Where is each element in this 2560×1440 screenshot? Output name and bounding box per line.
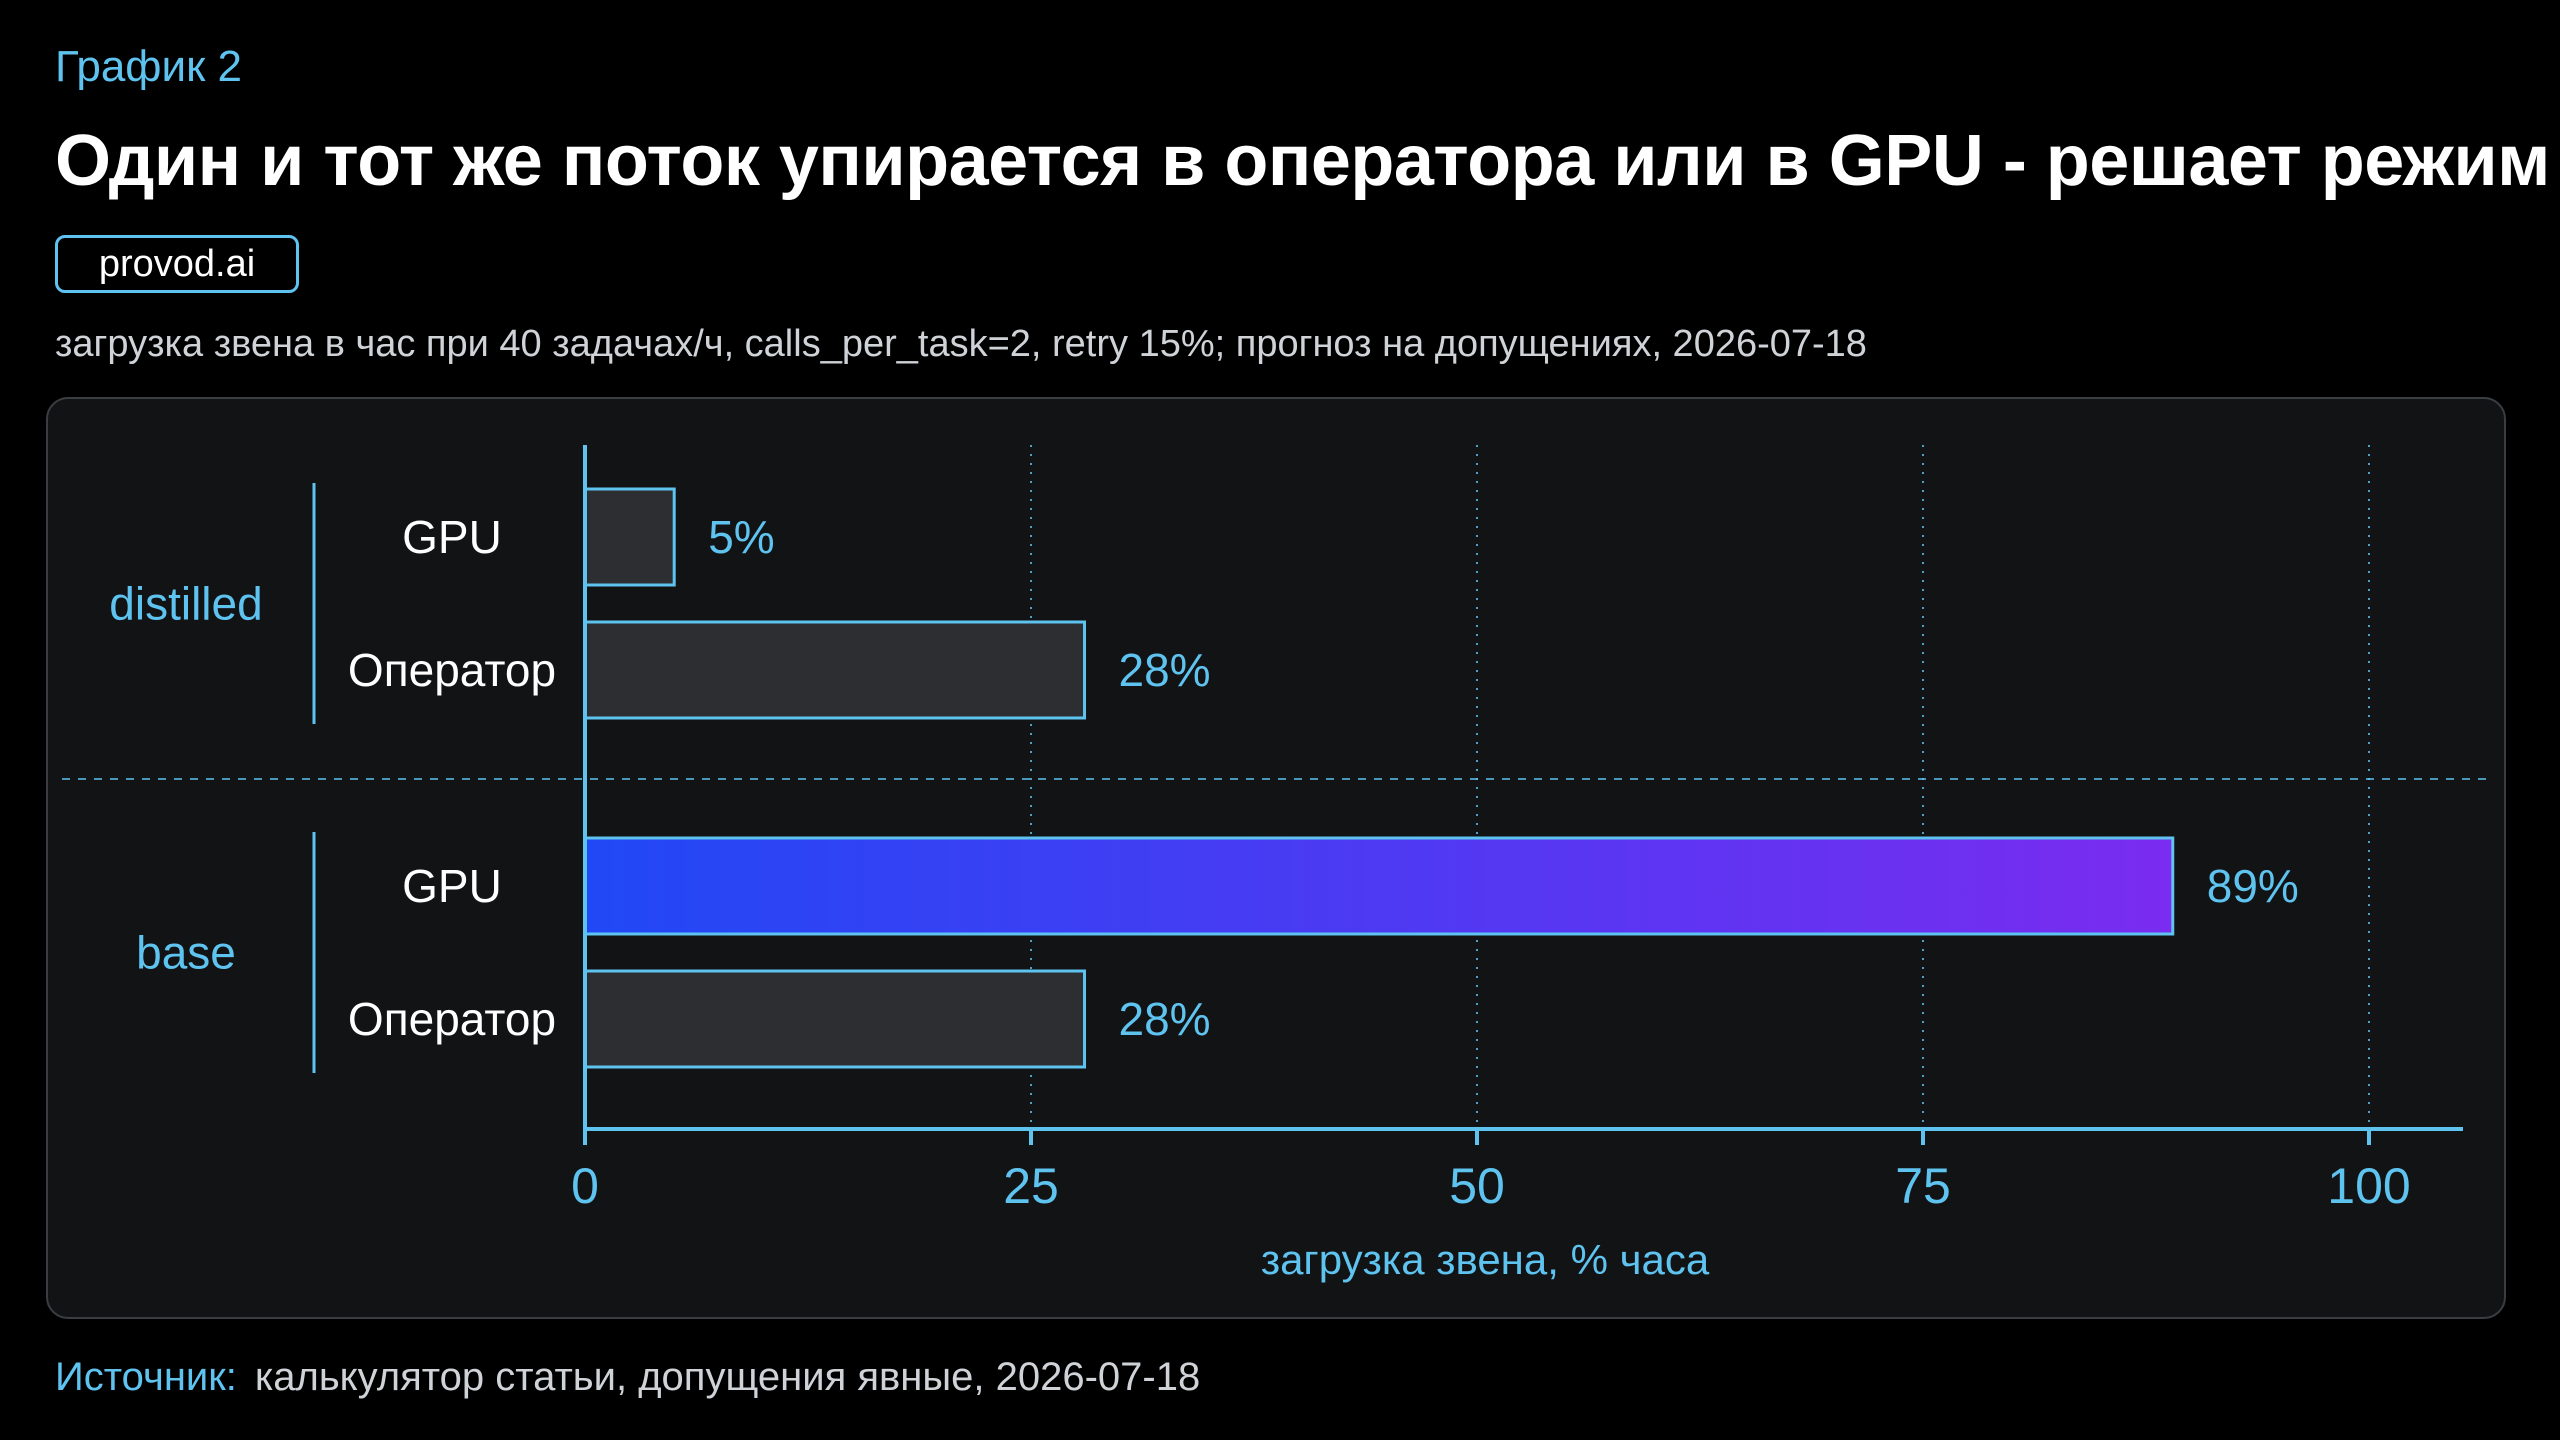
x-axis-label: загрузка звена, % часа — [1261, 1236, 1710, 1283]
x-axis: 0 25 50 75 100 — [571, 445, 2463, 1214]
x-tick-label: 50 — [1449, 1158, 1505, 1214]
bar-value-label: 28% — [1119, 993, 1211, 1045]
chart-title: Один и тот же поток упирается в оператор… — [55, 121, 2550, 201]
chart-kicker: График 2 — [55, 42, 243, 91]
bar-category-label: GPU — [402, 511, 502, 563]
bar-value-label: 89% — [2207, 860, 2299, 912]
x-tick-label: 100 — [2327, 1158, 2410, 1214]
x-tick-label: 0 — [571, 1158, 599, 1214]
bars: 5% 28% 89% 28% — [583, 487, 2299, 1069]
bar-highlight — [583, 836, 2175, 936]
grid-lines — [62, 445, 2494, 1129]
bar-category-label: Оператор — [348, 993, 556, 1045]
bar — [583, 487, 676, 587]
x-tick-label: 25 — [1003, 1158, 1059, 1214]
bar-category-label: GPU — [402, 860, 502, 912]
bar-category-label: Оператор — [348, 644, 556, 696]
group-labels: distilled GPU Оператор base GPU Оператор — [109, 483, 556, 1073]
source-line: Источник: калькулятор статьи, допущения я… — [55, 1355, 1200, 1400]
chart-panel: distilled GPU Оператор base GPU Оператор 5% 28… — [46, 397, 2506, 1319]
x-tick-label: 75 — [1895, 1158, 1951, 1214]
bar-value-label: 5% — [708, 511, 774, 563]
chart-subtitle: загрузка звена в час при 40 задачах/ч, c… — [55, 323, 1867, 365]
source-text: калькулятор статьи, допущения явные, 202… — [254, 1355, 1201, 1399]
source-label: Источник: — [55, 1355, 237, 1399]
bar — [583, 969, 1087, 1069]
bar-value-label: 28% — [1119, 644, 1211, 696]
bar — [583, 620, 1087, 720]
group-label: distilled — [109, 578, 262, 630]
brand-badge: provod.ai — [55, 235, 299, 293]
bar-chart: distilled GPU Оператор base GPU Оператор 5% 28… — [62, 445, 2494, 1283]
group-label: base — [136, 927, 236, 979]
